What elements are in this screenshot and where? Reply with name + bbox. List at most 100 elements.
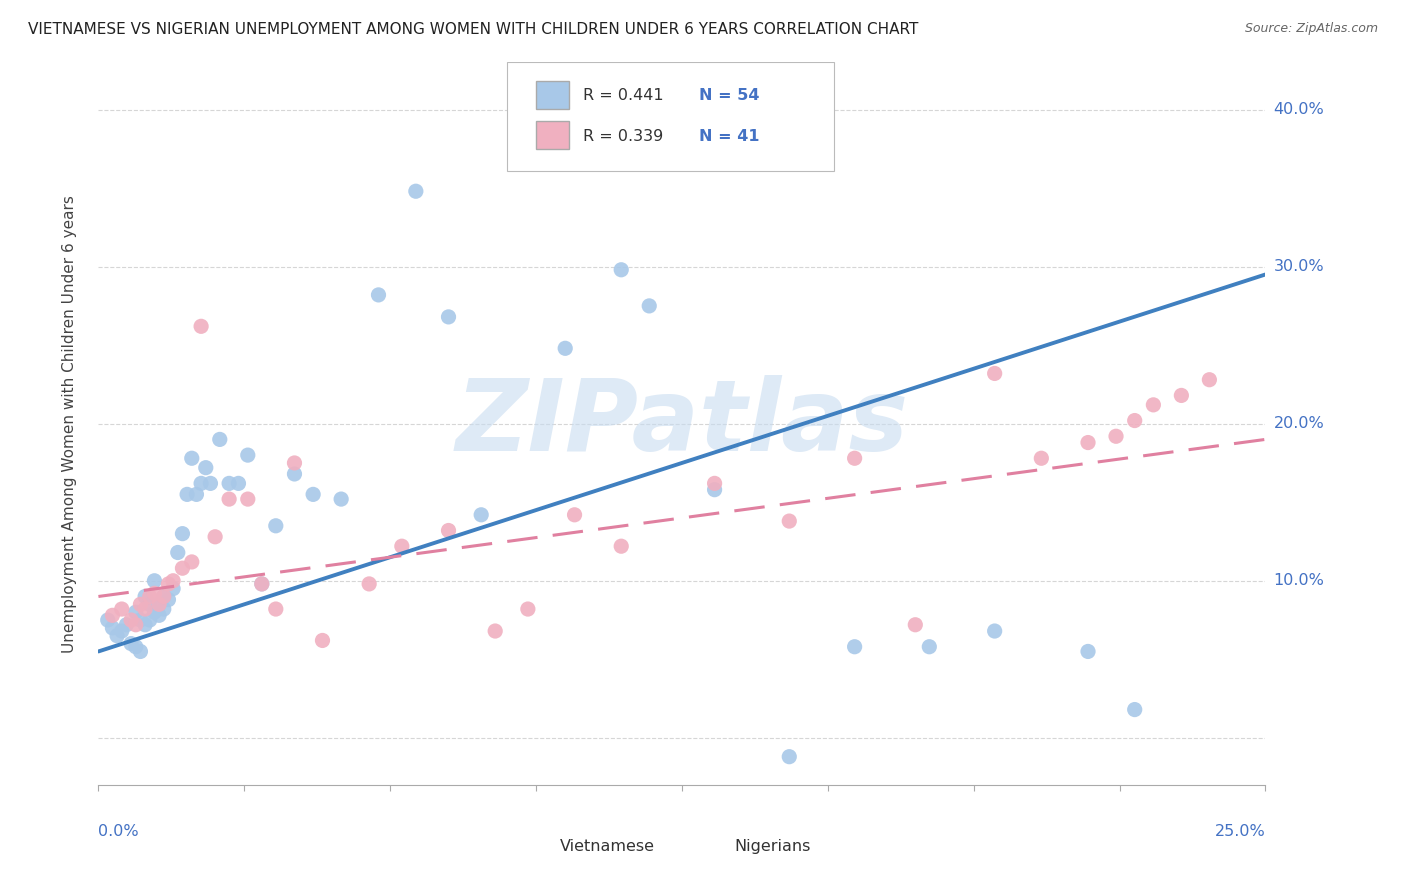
Point [918,640,941,654]
Point [359,577,381,591]
Point [218,492,240,507]
FancyBboxPatch shape [508,62,834,171]
Point [330,492,353,507]
Point [139,598,162,612]
Point [157,592,180,607]
Point [250,577,273,591]
Point [190,319,212,334]
Point [264,518,287,533]
Point [983,624,1005,638]
Point [143,574,166,588]
Point [162,574,184,588]
Point [283,456,305,470]
Point [101,621,124,635]
Point [1170,388,1192,402]
Point [391,539,413,553]
Point [311,633,333,648]
FancyBboxPatch shape [693,835,727,861]
Point [115,617,138,632]
Point [516,602,538,616]
Point [176,487,198,501]
Point [143,586,166,600]
Text: 20.0%: 20.0% [1274,417,1324,431]
Point [129,644,152,658]
Point [97,613,120,627]
FancyBboxPatch shape [536,120,568,149]
Point [302,487,325,501]
Text: 10.0%: 10.0% [1274,574,1324,588]
Text: 25.0%: 25.0% [1215,824,1265,838]
Point [1077,435,1099,450]
Point [148,608,170,623]
Point [152,590,174,604]
Point [111,624,134,638]
Point [844,640,866,654]
Point [610,262,633,277]
Point [180,555,202,569]
Text: R = 0.441: R = 0.441 [582,88,664,103]
Point [166,545,188,559]
Point [101,608,124,623]
Point [120,613,142,627]
Point [1198,373,1220,387]
Point [844,451,866,466]
Point [236,448,259,462]
Point [610,539,633,553]
Text: 30.0%: 30.0% [1274,260,1324,274]
Point [1031,451,1053,466]
Text: ZIPatlas: ZIPatlas [456,376,908,472]
Point [190,476,212,491]
Point [250,577,273,591]
Point [367,288,389,302]
Text: VIETNAMESE VS NIGERIAN UNEMPLOYMENT AMONG WOMEN WITH CHILDREN UNDER 6 YEARS CORR: VIETNAMESE VS NIGERIAN UNEMPLOYMENT AMON… [28,22,918,37]
Text: Vietnamese: Vietnamese [560,838,654,854]
Point [703,476,725,491]
Point [152,602,174,616]
Point [139,590,162,604]
Text: N = 41: N = 41 [699,128,759,144]
Text: Source: ZipAtlas.com: Source: ZipAtlas.com [1244,22,1378,36]
Point [264,602,287,616]
Point [236,492,259,507]
Point [125,605,148,619]
Point [283,467,305,481]
Point [172,561,194,575]
Point [516,153,538,167]
Text: 40.0%: 40.0% [1274,102,1324,117]
Point [1105,429,1128,443]
Y-axis label: Unemployment Among Women with Children Under 6 years: Unemployment Among Women with Children U… [62,194,77,653]
Text: 0.0%: 0.0% [98,824,139,838]
Point [152,590,174,604]
Point [228,476,250,491]
Point [180,451,202,466]
Point [470,508,492,522]
Point [484,624,506,638]
Point [139,613,162,627]
Point [1123,413,1146,427]
Point [172,526,194,541]
Point [143,605,166,619]
Point [157,577,180,591]
Point [437,524,460,538]
Point [778,514,800,528]
Point [437,310,460,324]
Point [200,476,222,491]
Point [554,341,576,355]
Point [134,617,156,632]
Point [186,487,208,501]
Point [983,367,1005,381]
Point [120,637,142,651]
Point [134,590,156,604]
Point [564,508,586,522]
Point [125,640,148,654]
Point [703,483,725,497]
Point [1142,398,1164,412]
Point [208,433,231,447]
Text: R = 0.339: R = 0.339 [582,128,664,144]
Point [638,299,661,313]
Text: Nigerians: Nigerians [734,838,811,854]
Point [194,460,217,475]
FancyBboxPatch shape [536,81,568,110]
Point [148,598,170,612]
FancyBboxPatch shape [519,835,551,861]
